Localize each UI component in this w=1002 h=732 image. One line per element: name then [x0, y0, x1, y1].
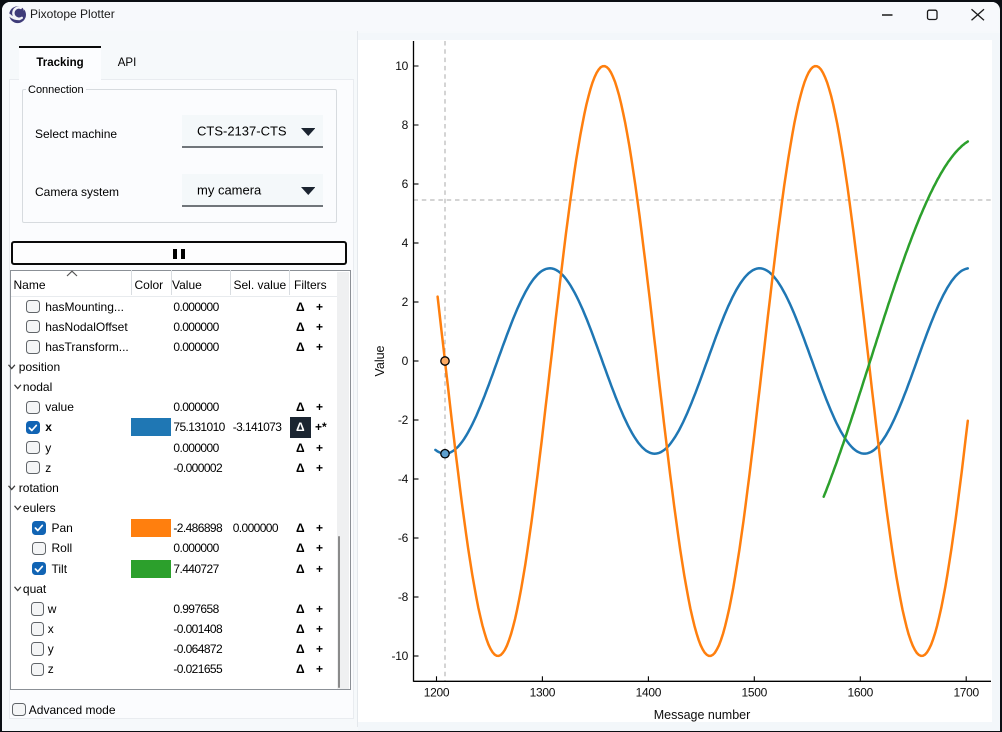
- svg-text:1700: 1700: [953, 686, 979, 700]
- svg-text:1600: 1600: [848, 686, 874, 700]
- svg-text:1300: 1300: [530, 686, 556, 700]
- svg-text:-6: -6: [398, 531, 409, 545]
- svg-text:-8: -8: [398, 590, 409, 604]
- svg-text:-10: -10: [392, 649, 409, 663]
- svg-text:1200: 1200: [424, 686, 450, 700]
- svg-text:2: 2: [402, 295, 409, 309]
- svg-text:Value: Value: [373, 345, 387, 376]
- svg-text:1500: 1500: [742, 686, 768, 700]
- svg-text:8: 8: [402, 118, 409, 132]
- svg-text:4: 4: [402, 236, 409, 250]
- svg-text:0: 0: [402, 354, 409, 368]
- svg-text:Message number: Message number: [654, 708, 751, 722]
- svg-text:1400: 1400: [636, 686, 662, 700]
- svg-text:-4: -4: [398, 472, 409, 486]
- svg-text:6: 6: [402, 177, 409, 191]
- svg-text:10: 10: [395, 59, 408, 73]
- svg-text:-2: -2: [398, 413, 409, 427]
